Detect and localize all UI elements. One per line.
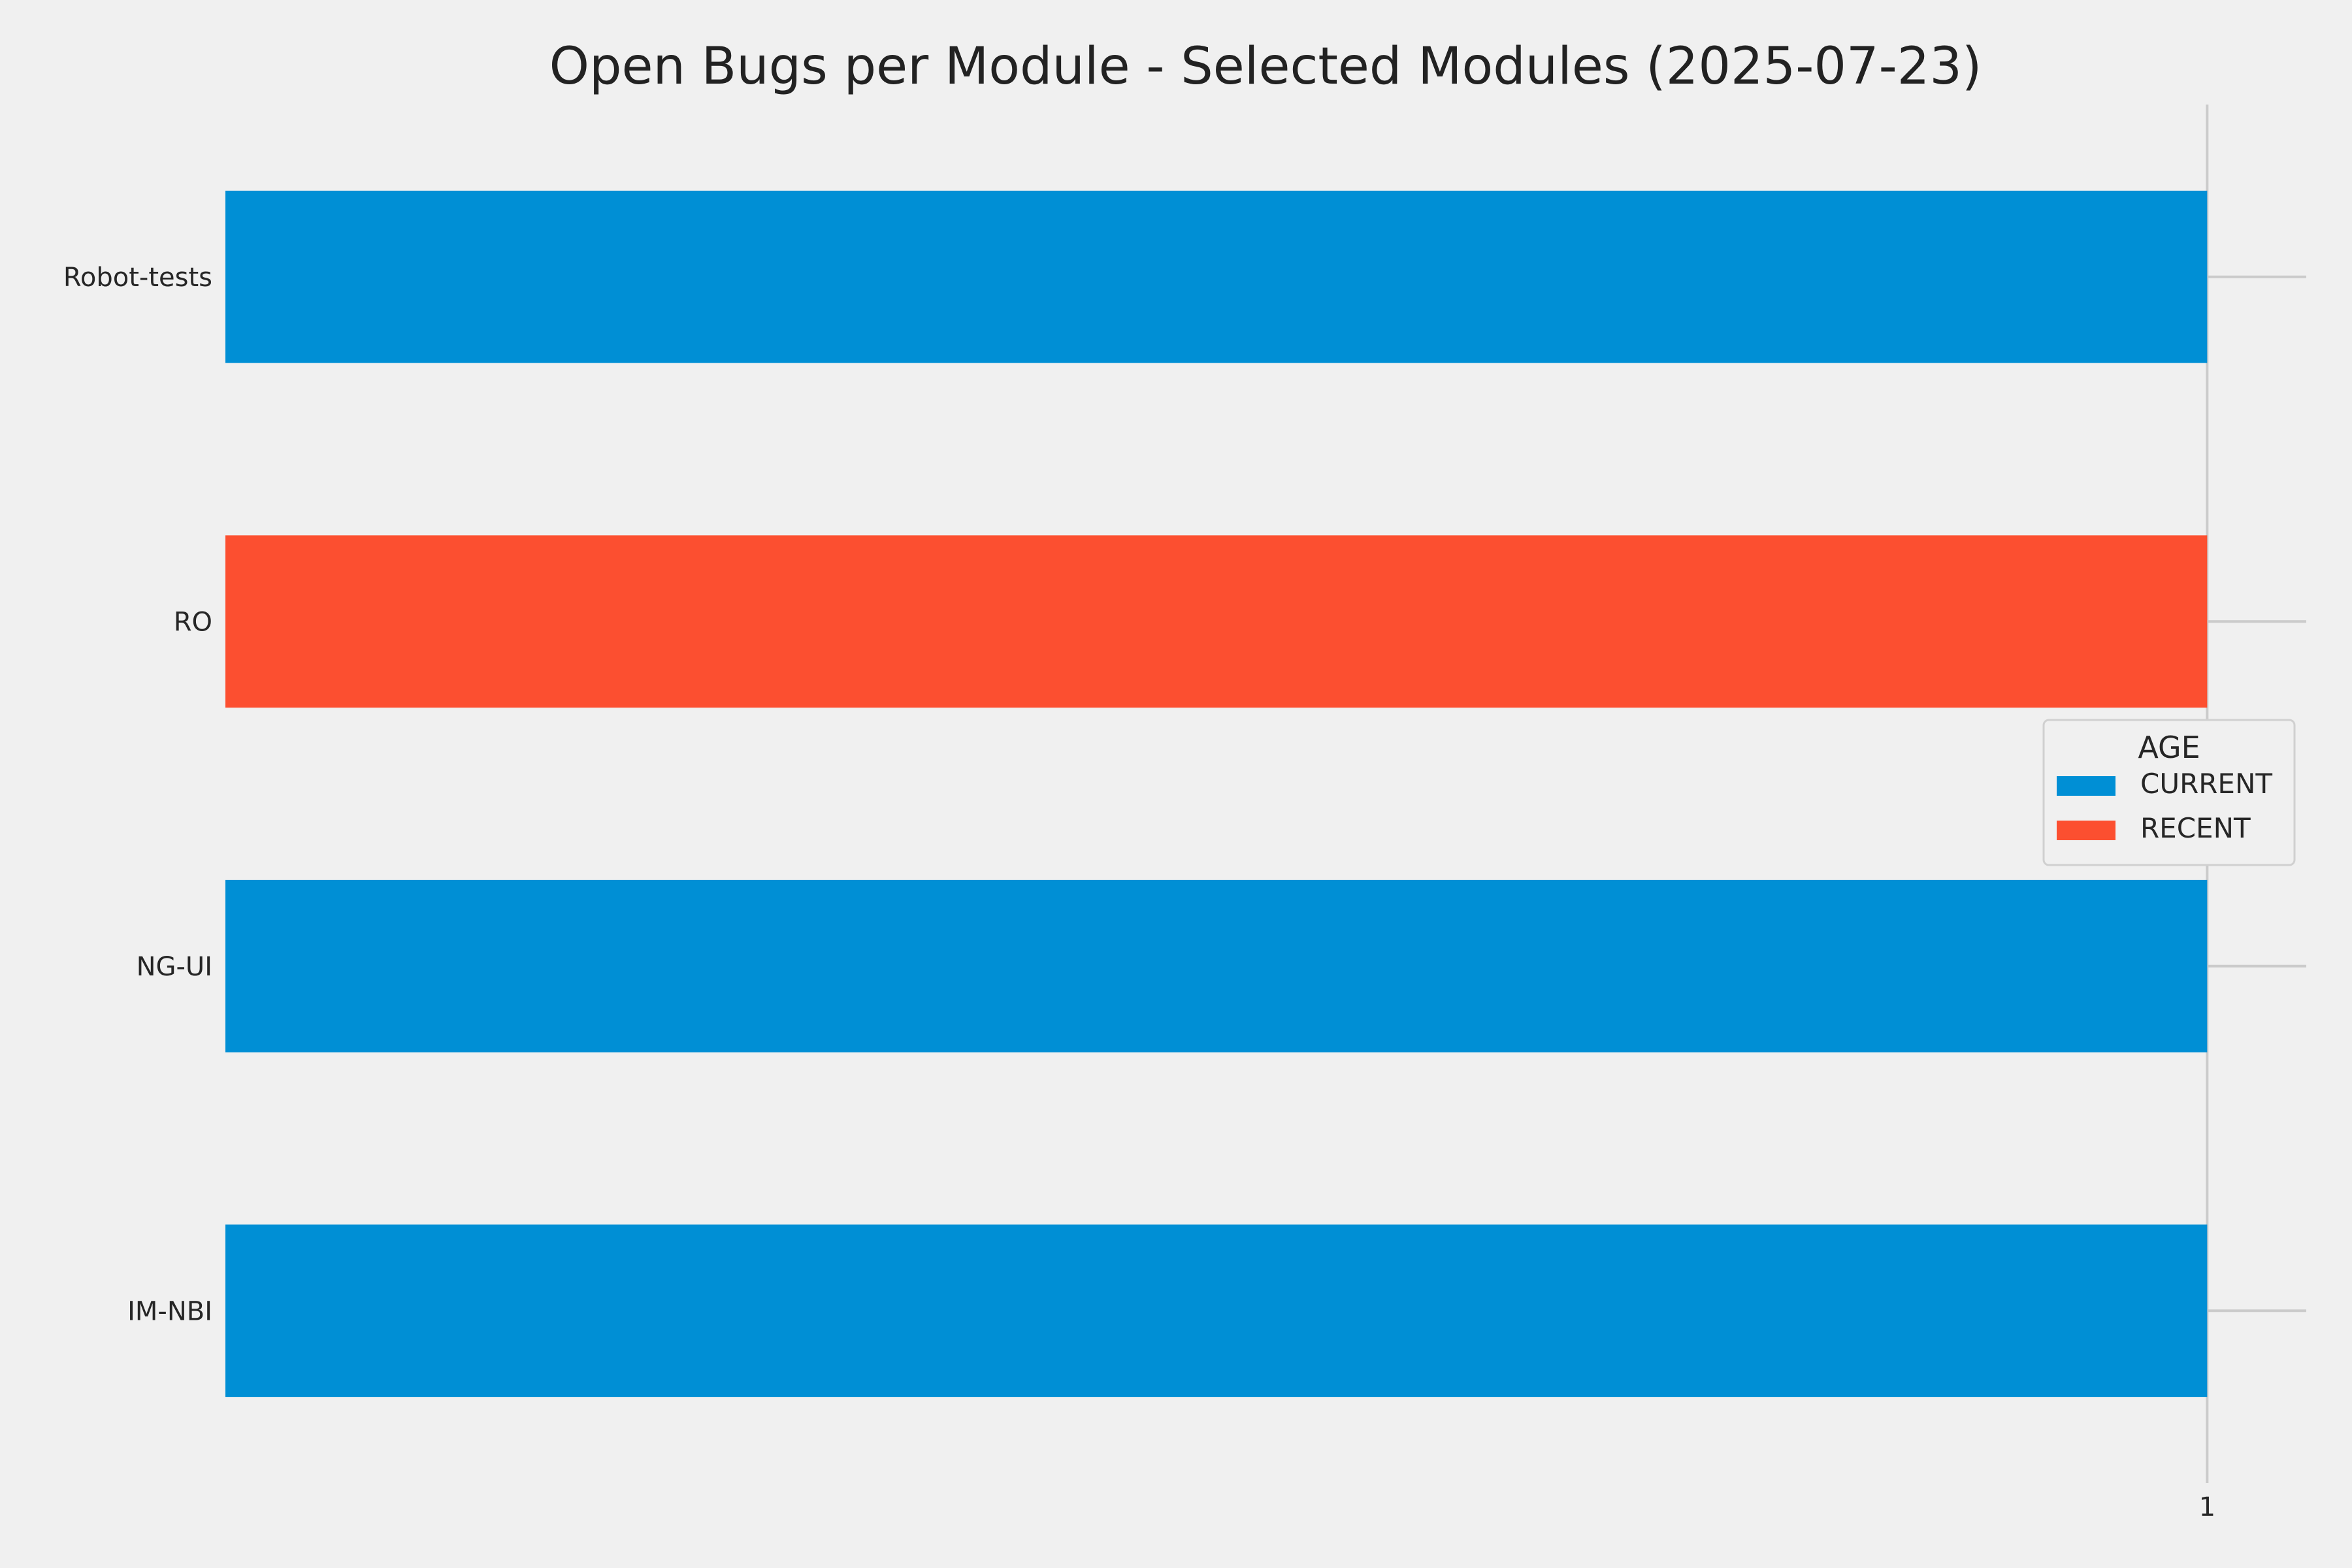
x-tick-labels: 1 — [2199, 1492, 2215, 1522]
bar — [225, 535, 2208, 708]
legend-swatch — [2057, 776, 2115, 796]
y-tick-label: IM-NBI — [127, 1296, 212, 1326]
y-tick-label: NG-UI — [137, 952, 212, 982]
legend-label: CURRENT — [2140, 768, 2272, 800]
bars-layer — [225, 190, 2208, 1397]
legend-label: RECENT — [2140, 812, 2251, 844]
bar — [225, 1224, 2208, 1397]
y-tick-labels: Robot-tests RO NG-UI IM-NBI — [63, 263, 212, 1327]
y-tick-label: RO — [174, 607, 212, 637]
bar — [225, 879, 2208, 1053]
legend-title: AGE — [2138, 730, 2200, 765]
legend-swatch — [2057, 821, 2115, 840]
y-tick-label: Robot-tests — [63, 263, 212, 293]
bar — [225, 190, 2208, 363]
chart-title: Open Bugs per Module - Selected Modules … — [549, 37, 1982, 96]
x-tick-label: 1 — [2199, 1492, 2215, 1522]
